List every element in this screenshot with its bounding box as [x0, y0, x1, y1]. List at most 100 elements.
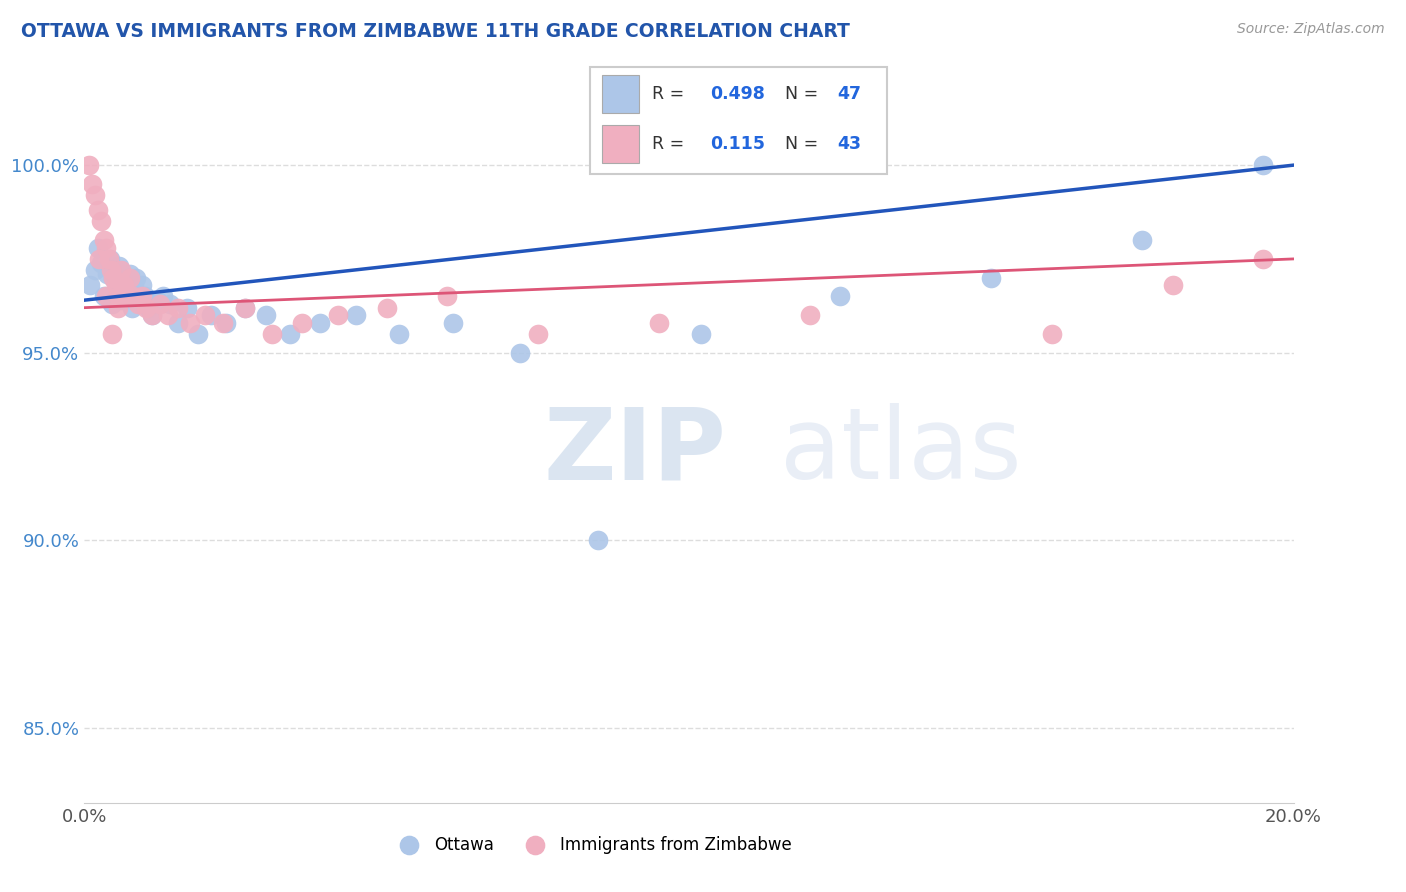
Point — [194, 308, 217, 322]
Point — [212, 316, 235, 330]
Point — [93, 289, 115, 303]
Point — [100, 263, 122, 277]
Point — [146, 293, 169, 308]
Point — [107, 289, 129, 303]
Point — [187, 326, 209, 341]
Point — [121, 289, 143, 303]
Text: N =: N = — [773, 136, 824, 153]
Point — [441, 316, 464, 330]
Point — [77, 158, 100, 172]
Point — [127, 297, 149, 311]
Text: 47: 47 — [837, 86, 860, 103]
Point — [90, 214, 112, 228]
Point — [141, 308, 163, 322]
Point — [118, 267, 141, 281]
Point — [104, 278, 127, 293]
Point — [84, 263, 107, 277]
Point — [1132, 233, 1154, 247]
Point — [215, 316, 238, 330]
Point — [346, 308, 368, 322]
Point — [100, 297, 122, 311]
Point — [1161, 278, 1184, 293]
Text: 0.115: 0.115 — [710, 136, 765, 153]
Point — [122, 278, 145, 293]
Point — [436, 289, 458, 303]
Point — [509, 345, 531, 359]
Point — [114, 282, 136, 296]
Point — [110, 263, 132, 277]
Point — [200, 308, 222, 322]
Text: 0.498: 0.498 — [710, 86, 765, 103]
Point — [112, 270, 135, 285]
Legend: Ottawa, Immigrants from Zimbabwe: Ottawa, Immigrants from Zimbabwe — [385, 829, 799, 860]
Point — [96, 267, 118, 281]
Point — [690, 326, 713, 341]
Point — [89, 252, 111, 266]
Point — [830, 289, 852, 303]
Point — [97, 252, 120, 266]
Point — [254, 308, 277, 322]
Point — [388, 326, 411, 341]
Point — [121, 301, 143, 315]
Point — [98, 252, 121, 266]
Point — [799, 308, 821, 322]
Point — [103, 270, 125, 285]
Point — [176, 301, 198, 315]
Point — [141, 308, 163, 322]
Point — [93, 233, 115, 247]
FancyBboxPatch shape — [589, 67, 887, 174]
Point — [86, 241, 108, 255]
Text: Source: ZipAtlas.com: Source: ZipAtlas.com — [1237, 22, 1385, 37]
Point — [1253, 158, 1275, 172]
Text: R =: R = — [651, 136, 695, 153]
Point — [125, 270, 148, 285]
Point — [152, 289, 174, 303]
Point — [94, 289, 117, 303]
Point — [260, 326, 283, 341]
Text: N =: N = — [773, 86, 824, 103]
Point — [108, 260, 131, 274]
Point — [103, 270, 125, 285]
Point — [134, 289, 156, 303]
Point — [328, 308, 350, 322]
Point — [107, 285, 129, 300]
Point — [111, 293, 134, 308]
Point — [291, 316, 314, 330]
Point — [112, 278, 135, 293]
Point — [84, 188, 107, 202]
Point — [131, 278, 153, 293]
Point — [80, 177, 103, 191]
Point — [167, 301, 190, 315]
Point — [233, 301, 256, 315]
Text: ZIP: ZIP — [544, 403, 727, 500]
Point — [1253, 252, 1275, 266]
Text: atlas: atlas — [780, 403, 1021, 500]
Text: 43: 43 — [837, 136, 860, 153]
Point — [167, 316, 190, 330]
Point — [131, 289, 153, 303]
Point — [86, 203, 108, 218]
Point — [527, 326, 550, 341]
Point — [309, 316, 332, 330]
Point — [90, 255, 112, 269]
Point — [136, 301, 159, 315]
Point — [648, 316, 671, 330]
Point — [588, 533, 610, 548]
Point — [179, 316, 201, 330]
Point — [135, 301, 157, 315]
Point — [980, 270, 1002, 285]
Point — [118, 270, 141, 285]
Point — [79, 278, 101, 293]
Point — [104, 263, 127, 277]
Point — [117, 289, 139, 303]
Point — [159, 297, 181, 311]
FancyBboxPatch shape — [602, 75, 640, 113]
FancyBboxPatch shape — [602, 125, 640, 163]
Point — [156, 308, 179, 322]
Point — [128, 289, 150, 303]
Text: OTTAWA VS IMMIGRANTS FROM ZIMBABWE 11TH GRADE CORRELATION CHART: OTTAWA VS IMMIGRANTS FROM ZIMBABWE 11TH … — [21, 22, 851, 41]
Point — [107, 301, 129, 315]
Point — [1040, 326, 1063, 341]
Point — [375, 301, 398, 315]
Point — [94, 241, 117, 255]
